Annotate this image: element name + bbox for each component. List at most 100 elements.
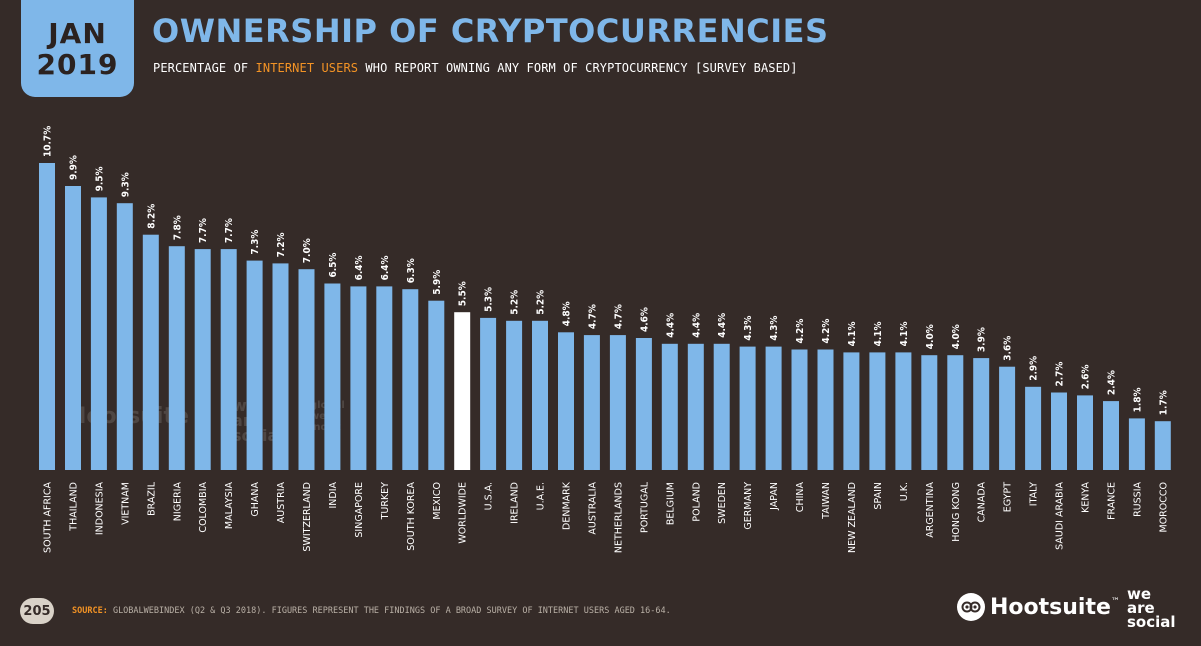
category-label-taiwan: TAIWAN xyxy=(821,482,832,520)
was-line-2: are xyxy=(1127,599,1155,617)
was-line-3: social xyxy=(1127,613,1176,631)
category-label-thailand: THAILAND xyxy=(69,482,80,532)
category-label-austria: AUSTRIA xyxy=(276,481,287,523)
bar-japan xyxy=(765,346,782,470)
category-label-morocco: MOROCCO xyxy=(1158,482,1169,533)
value-label-canada: 3.9% xyxy=(977,327,988,352)
value-label-worldwide: 5.5% xyxy=(458,281,469,306)
value-label-nigeria: 7.8% xyxy=(172,215,183,240)
bar-taiwan xyxy=(817,349,834,470)
category-label-singapore: SINGAPORE xyxy=(354,482,365,538)
category-label-germany: GERMANY xyxy=(743,482,754,530)
category-label-france: FRANCE xyxy=(1107,482,1118,520)
category-label-australia: AUSTRALIA xyxy=(587,481,598,534)
subtitle-pre: PERCENTAGE OF xyxy=(153,61,256,75)
hootsuite-tm: ™ xyxy=(1110,597,1120,607)
source-note: SOURCE: GLOBALWEBINDEX (Q2 & Q3 2018). F… xyxy=(72,606,671,616)
bar-singapore xyxy=(350,286,367,470)
bar-denmark xyxy=(558,332,574,470)
page-title: OWNERSHIP OF CRYPTOCURRENCIES xyxy=(152,12,829,50)
category-label-japan: JAPAN xyxy=(769,482,780,511)
bar-saudi-arabia xyxy=(1051,392,1067,470)
source-label: SOURCE: xyxy=(72,606,108,616)
value-label-saudi-arabia: 2.7% xyxy=(1055,362,1066,387)
bar-u-k xyxy=(895,352,912,470)
value-label-turkey: 6.4% xyxy=(380,255,391,280)
bar-malaysia xyxy=(220,249,237,470)
bar-vietnam xyxy=(116,203,133,470)
bar-india xyxy=(324,283,341,470)
category-label-italy: ITALY xyxy=(1029,482,1040,506)
category-label-indonesia: INDONESIA xyxy=(94,481,105,535)
bar-sweden xyxy=(713,343,730,470)
bar-russia xyxy=(1128,418,1145,470)
bar-south-korea xyxy=(402,289,419,470)
value-label-u-k: 4.1% xyxy=(899,321,910,346)
bar-mexico xyxy=(428,300,445,470)
value-label-thailand: 9.9% xyxy=(69,155,80,180)
bar-thailand xyxy=(65,186,81,470)
bar-hong-kong xyxy=(947,355,964,470)
category-label-argentina: ARGENTINA xyxy=(925,482,936,538)
we-are-social-logo: we are social xyxy=(1127,585,1176,631)
date-year: 2019 xyxy=(36,47,119,81)
date-month: JAN xyxy=(48,16,107,50)
value-label-russia: 1.8% xyxy=(1132,387,1143,412)
category-label-mexico: MEXICO xyxy=(432,482,443,520)
value-label-switzerland: 7.0% xyxy=(302,238,313,263)
value-label-mexico: 5.9% xyxy=(432,270,443,295)
category-label-hong-kong: HONG KONG xyxy=(951,482,962,542)
value-label-sweden: 4.4% xyxy=(717,313,728,338)
category-label-malaysia: MALAYSIA xyxy=(224,482,235,530)
bar-germany xyxy=(739,346,756,470)
category-label-canada: CANADA xyxy=(977,482,988,523)
value-label-portugal: 4.6% xyxy=(639,307,650,332)
subtitle-highlight: INTERNET USERS xyxy=(255,61,359,75)
value-label-germany: 4.3% xyxy=(743,316,754,341)
bar-italy xyxy=(1025,386,1042,470)
value-label-argentina: 4.0% xyxy=(925,324,936,349)
value-label-south-africa: 10.7% xyxy=(43,126,54,157)
category-label-u-k: U.K. xyxy=(899,482,910,501)
bar-indonesia xyxy=(90,197,107,470)
value-label-new-zealand: 4.1% xyxy=(847,321,858,346)
was-line-1: we xyxy=(1127,585,1152,603)
value-label-italy: 2.9% xyxy=(1029,356,1040,381)
category-label-switzerland: SWITZERLAND xyxy=(302,482,313,552)
value-label-austria: 7.2% xyxy=(276,232,287,257)
category-label-nigeria: NIGERIA xyxy=(172,482,183,522)
category-label-turkey: TURKEY xyxy=(380,482,391,521)
bar-worldwide xyxy=(454,312,471,470)
value-label-malaysia: 7.7% xyxy=(224,218,235,243)
bar-canada xyxy=(973,358,990,470)
value-label-vietnam: 9.3% xyxy=(120,172,131,197)
bar-morocco xyxy=(1154,421,1171,470)
date-tab: JAN 2019 xyxy=(21,0,134,97)
category-label-china: CHINA xyxy=(795,482,806,513)
value-label-france: 2.4% xyxy=(1107,370,1118,395)
category-label-u-s-a: U.S.A. xyxy=(484,482,495,510)
category-label-egypt: EGYPT xyxy=(1003,482,1014,512)
bar-france xyxy=(1103,401,1119,470)
bar-u-a-e xyxy=(532,320,548,470)
category-label-denmark: DENMARK xyxy=(562,481,573,530)
value-label-denmark: 4.8% xyxy=(562,301,573,326)
value-label-hong-kong: 4.0% xyxy=(951,324,962,349)
category-label-kenya: KENYA xyxy=(1081,482,1092,513)
value-label-morocco: 1.7% xyxy=(1158,390,1169,415)
value-label-poland: 4.4% xyxy=(691,313,702,338)
bar-china xyxy=(791,349,808,470)
bar-kenya xyxy=(1077,395,1093,470)
value-label-australia: 4.7% xyxy=(587,304,598,329)
category-label-vietnam: VIETNAM xyxy=(120,482,131,525)
category-label-u-a-e: U.A.E. xyxy=(536,482,547,510)
value-label-u-s-a: 5.3% xyxy=(484,287,495,312)
category-label-colombia: COLOMBIA xyxy=(198,482,209,533)
bar-ghana xyxy=(246,260,263,470)
bar-argentina xyxy=(921,355,938,470)
value-label-ireland: 5.2% xyxy=(510,290,521,315)
category-label-india: INDIA xyxy=(328,482,339,509)
category-label-ghana: GHANA xyxy=(250,481,261,516)
bar-turkey xyxy=(376,286,393,470)
source-text: GLOBALWEBINDEX (Q2 & Q3 2018). FIGURES R… xyxy=(107,606,671,616)
